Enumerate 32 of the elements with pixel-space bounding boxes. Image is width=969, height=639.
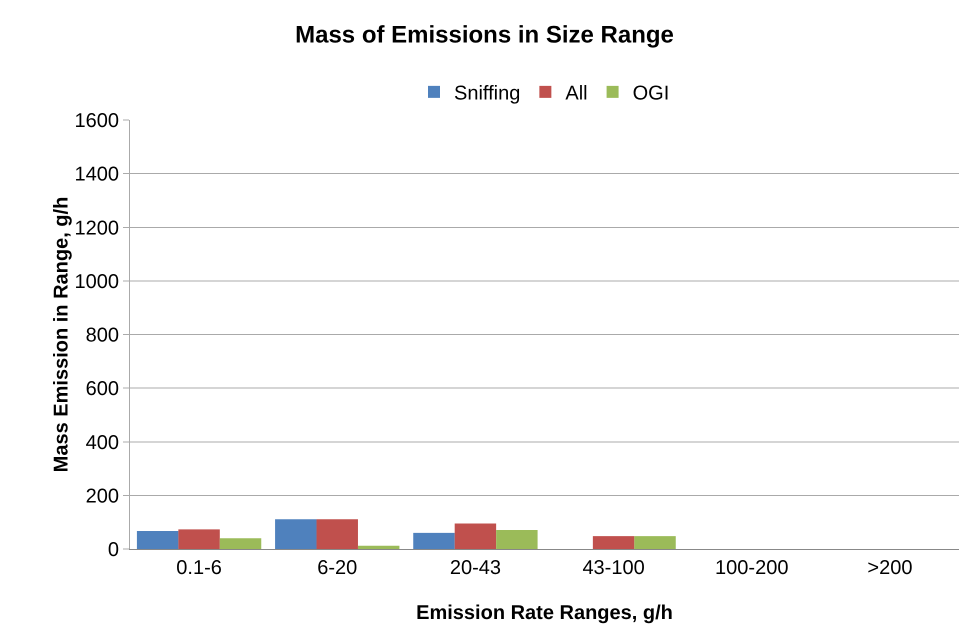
x-tick-label: 6-20 [317,557,358,579]
y-tick-label: 800 [86,324,119,346]
bar [275,519,317,549]
legend-label: All [565,82,588,105]
chart-title: Mass of Emissions in Size Range [295,21,674,48]
y-tick-label: 1600 [74,110,119,132]
bar [136,531,178,549]
bar [496,530,538,549]
bar [413,532,455,549]
bar [178,529,220,549]
bar [316,519,358,549]
bar [220,538,262,549]
y-tick-label: 200 [86,485,119,508]
y-axis-title: Mass Emission in Range, g/h [50,196,72,472]
bar [454,524,496,549]
x-tick-label: 100-200 [715,557,788,579]
x-tick-label: 20-43 [450,557,501,579]
x-tick-label: 43-100 [582,557,645,579]
bar [358,546,400,549]
x-tick-label: >200 [867,557,912,579]
y-tick-label: 400 [86,432,119,454]
y-tick-label: 1000 [74,270,119,293]
y-tick-label: 0 [108,539,119,561]
y-tick-label: 1400 [74,164,119,186]
bar [634,536,676,549]
y-tick-label: 600 [86,378,119,400]
y-tick-label: 1200 [74,217,119,240]
legend-label: OGI [632,82,670,105]
legend-label: Sniffing [454,82,520,105]
x-tick-label: 0.1-6 [176,557,222,579]
bar [592,536,634,549]
x-axis-title: Emission Rate Ranges, g/h [416,602,673,624]
